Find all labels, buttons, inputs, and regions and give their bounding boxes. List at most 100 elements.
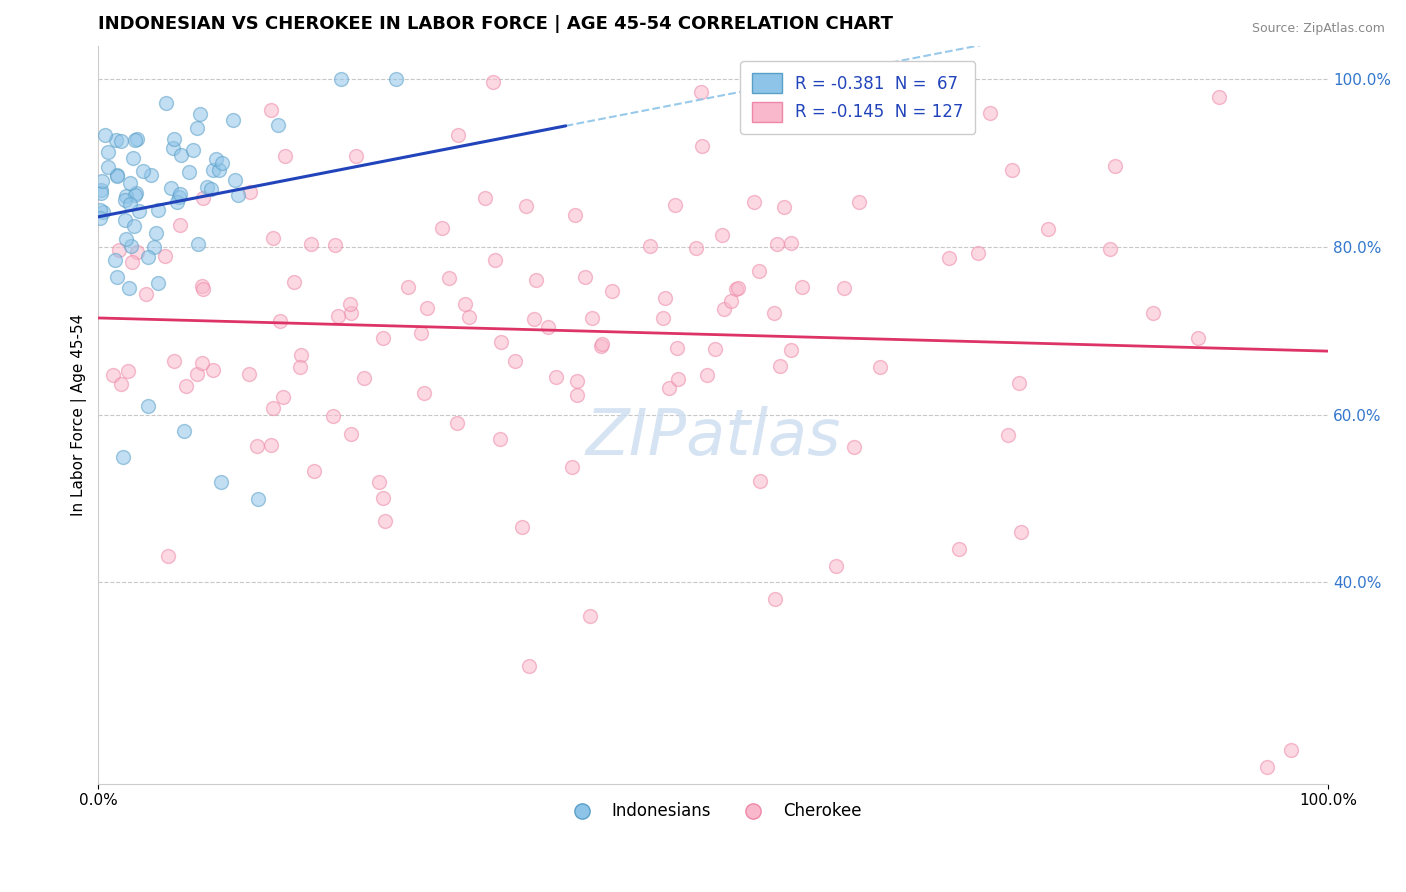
Point — [325, 238, 347, 252]
Point — [269, 314, 291, 328]
Point — [274, 149, 297, 163]
Point — [1098, 242, 1121, 256]
Point — [510, 520, 533, 534]
Point — [187, 237, 209, 252]
Point — [748, 264, 770, 278]
Point — [97, 145, 120, 160]
Point — [322, 409, 344, 424]
Point — [97, 160, 120, 174]
Point — [1256, 760, 1278, 774]
Point — [447, 128, 470, 142]
Point — [271, 390, 294, 404]
Point — [966, 246, 988, 260]
Point — [374, 514, 396, 528]
Point — [412, 385, 434, 400]
Point — [523, 312, 546, 326]
Point — [110, 134, 132, 148]
Point — [108, 244, 131, 258]
Point — [260, 438, 283, 452]
Point — [91, 174, 114, 188]
Point — [515, 199, 537, 213]
Point — [711, 228, 734, 243]
Point — [1010, 525, 1032, 540]
Point — [110, 376, 132, 391]
Point — [122, 219, 145, 233]
Point — [446, 416, 468, 430]
Point — [869, 359, 891, 374]
Point — [135, 286, 157, 301]
Y-axis label: In Labor Force | Age 45-54: In Labor Force | Age 45-54 — [72, 314, 87, 516]
Point — [101, 368, 124, 383]
Point — [114, 213, 136, 227]
Point — [1187, 331, 1209, 345]
Point — [288, 360, 311, 375]
Point — [565, 388, 588, 402]
Point — [260, 103, 283, 117]
Point — [122, 151, 145, 165]
Point — [430, 221, 453, 235]
Point — [591, 337, 613, 351]
Point — [339, 297, 361, 311]
Point — [524, 273, 547, 287]
Point — [537, 320, 560, 334]
Point — [239, 185, 262, 199]
Point — [94, 128, 117, 143]
Point — [1104, 159, 1126, 173]
Point — [720, 294, 742, 309]
Point — [1142, 305, 1164, 319]
Point — [299, 236, 322, 251]
Point — [188, 106, 211, 120]
Point — [201, 363, 224, 377]
Point — [186, 120, 208, 135]
Point — [454, 296, 477, 310]
Point — [146, 203, 169, 218]
Point — [727, 281, 749, 295]
Point — [186, 368, 208, 382]
Point — [263, 231, 285, 245]
Point — [191, 356, 214, 370]
Point — [439, 271, 461, 285]
Legend: Indonesians, Cherokee: Indonesians, Cherokee — [558, 796, 868, 827]
Point — [246, 439, 269, 453]
Point — [117, 364, 139, 378]
Point — [517, 659, 540, 673]
Point — [997, 427, 1019, 442]
Point — [371, 331, 394, 345]
Point — [118, 280, 141, 294]
Point — [125, 186, 148, 201]
Point — [638, 238, 661, 252]
Point — [120, 239, 142, 253]
Point — [163, 132, 186, 146]
Point — [579, 609, 602, 624]
Point — [371, 491, 394, 505]
Point — [177, 165, 200, 179]
Point — [120, 197, 142, 211]
Point — [222, 112, 245, 127]
Point — [488, 432, 510, 446]
Point — [581, 310, 603, 325]
Point — [474, 191, 496, 205]
Point — [142, 240, 165, 254]
Point — [302, 464, 325, 478]
Point — [191, 191, 214, 205]
Point — [224, 172, 246, 186]
Point — [979, 106, 1001, 120]
Point — [283, 275, 305, 289]
Point — [779, 343, 801, 358]
Point — [105, 168, 128, 182]
Point — [763, 306, 786, 320]
Point — [1007, 376, 1029, 390]
Point — [90, 186, 112, 200]
Point — [153, 249, 176, 263]
Point — [157, 549, 180, 563]
Point — [458, 310, 481, 324]
Point — [238, 367, 260, 381]
Point — [169, 218, 191, 232]
Point — [209, 475, 232, 489]
Point — [368, 475, 391, 490]
Point — [766, 236, 789, 251]
Point — [91, 205, 114, 219]
Point — [190, 279, 212, 293]
Point — [842, 440, 865, 454]
Point — [114, 193, 136, 207]
